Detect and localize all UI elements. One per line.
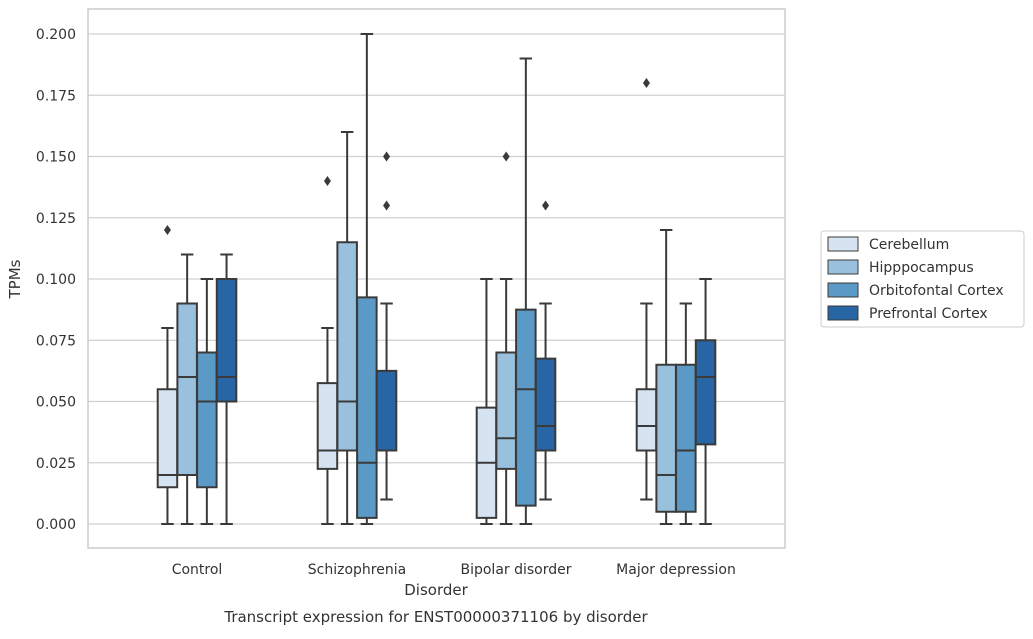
outlier-marker <box>383 151 391 162</box>
box-group <box>316 176 339 525</box>
legend-swatch <box>827 259 859 275</box>
box-group <box>156 225 179 525</box>
box-group <box>495 151 517 525</box>
x-tick-label: Major depression <box>616 562 736 578</box>
box-iqr <box>196 351 218 489</box>
x-axis-label: Disorder <box>404 581 468 599</box>
y-tick-label: 0.100 <box>36 272 76 288</box>
box-iqr <box>316 382 339 470</box>
y-tick-label: 0.175 <box>36 88 76 104</box>
legend-swatch <box>827 282 859 298</box>
x-tick-labels: Control Schizophrenia Bipolar disorder Majo… <box>172 562 736 578</box>
y-tick-label: 0.050 <box>36 395 76 411</box>
box-group <box>635 78 658 501</box>
box-iqr <box>675 363 697 513</box>
chart-caption: Transcript expression for ENST0000037110… <box>223 608 648 626</box>
box-iqr <box>694 339 717 446</box>
outlier-marker <box>163 225 171 235</box>
x-tick-label: Schizophrenia <box>308 562 406 578</box>
box-iqr <box>534 357 557 452</box>
box-group <box>196 278 218 525</box>
x-tick-label: Bipolar disorder <box>460 562 571 578</box>
legend: Cerebellum Hipppocampus Orbitofontal Corte… <box>820 230 1025 328</box>
box-group <box>375 151 398 501</box>
boxes-layer <box>156 33 717 525</box>
box-iqr <box>515 308 537 507</box>
legend-swatch <box>827 305 859 321</box>
y-tick-labels: 0.000 0.025 0.050 0.075 0.100 0.125 0.150 0.175… <box>36 27 76 533</box>
x-tick-label: Control <box>172 562 223 578</box>
outlier-marker <box>642 78 650 88</box>
box-group <box>675 302 697 525</box>
outlier-marker <box>502 151 510 162</box>
legend-label: Prefrontal Cortex <box>869 306 988 322</box>
y-tick-label: 0.200 <box>36 27 76 43</box>
box-iqr <box>495 351 517 470</box>
box-iqr <box>336 241 358 452</box>
box-group <box>176 253 198 525</box>
box-group <box>515 57 537 525</box>
legend-swatch <box>827 236 859 252</box>
y-tick-label: 0.025 <box>36 456 76 472</box>
y-axis-label: TPMs <box>6 259 24 299</box>
y-tick-label: 0.075 <box>36 333 76 349</box>
y-tick-label: 0.150 <box>36 150 76 166</box>
box-iqr <box>176 302 198 476</box>
box-group <box>475 278 498 525</box>
y-tick-label: 0.125 <box>36 211 76 227</box>
box-group <box>215 253 238 525</box>
outlier-marker <box>383 200 391 211</box>
box-iqr <box>215 278 238 403</box>
box-group <box>336 131 358 525</box>
outlier-marker <box>542 200 550 211</box>
y-tick-label: 0.000 <box>36 517 76 533</box>
legend-label: Cerebellum <box>869 237 949 253</box>
plot-frame <box>87 8 786 549</box>
legend-label: Hipppocampus <box>869 260 974 276</box>
box-iqr <box>375 369 398 452</box>
box-iqr <box>356 296 378 519</box>
box-iqr <box>156 388 179 489</box>
outlier-marker <box>323 176 331 186</box>
legend-frame <box>820 230 1025 328</box>
box-group <box>655 229 677 525</box>
box-iqr <box>635 388 658 452</box>
box-iqr <box>655 363 677 513</box>
box-group <box>694 278 717 525</box>
legend-label: Orbitofontal Cortex <box>869 283 1004 299</box>
box-group <box>534 200 557 501</box>
